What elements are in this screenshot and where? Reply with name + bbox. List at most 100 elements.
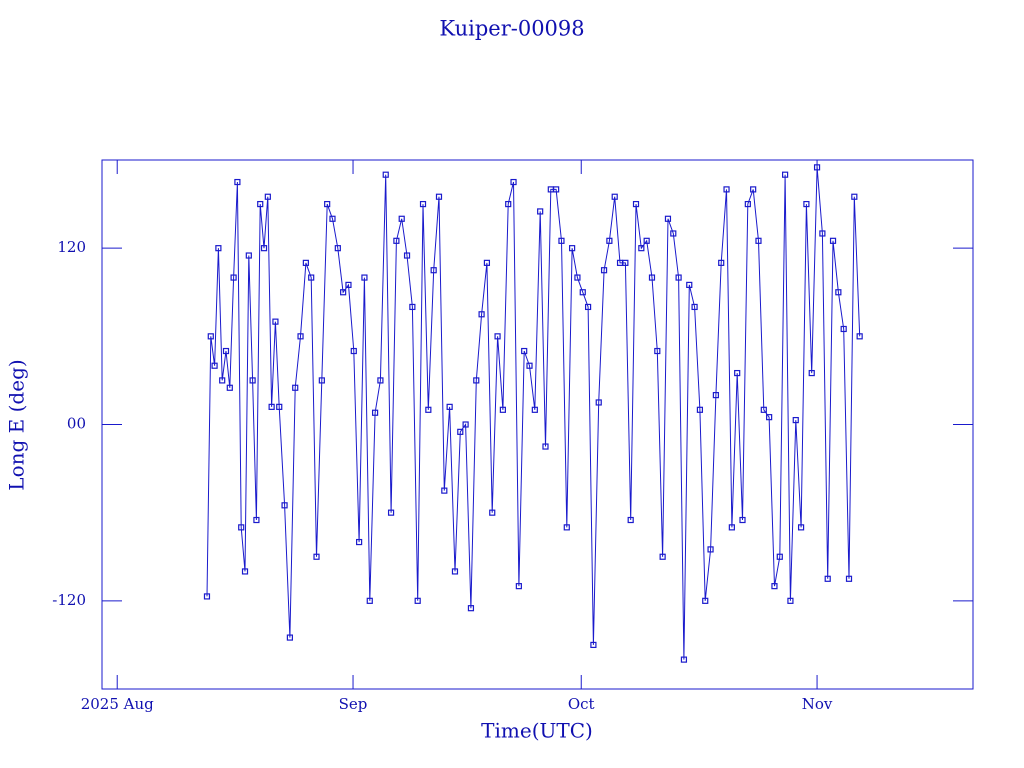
data-point [707,546,714,553]
data-point [819,230,826,237]
data-point [680,656,688,663]
data-point [792,416,799,424]
data-point [696,406,704,413]
data-point [334,245,341,252]
chart-title: Kuiper-00098 [439,17,584,41]
data-point [558,237,565,244]
data-point [537,208,544,215]
y-axis-label: Long E (deg) [5,359,29,490]
data-point [515,583,522,590]
data-point [845,575,853,582]
data-point [302,259,309,266]
data-point [286,634,293,641]
data-point [686,281,693,289]
data-point [531,406,538,413]
data-point [387,509,395,516]
data-point [345,281,352,289]
data-point [787,597,794,604]
data-point [350,347,357,355]
data-point [414,597,421,604]
data-point [755,237,762,244]
data-point [824,575,831,582]
data-point [542,443,549,450]
plot-frame [101,159,974,690]
data-point [606,237,613,244]
x-tick-label: 2025 Aug [81,695,154,713]
data-point [329,215,336,222]
data-point [521,347,528,355]
data-point [675,274,682,281]
data-point [473,377,480,384]
data-point [766,414,773,421]
data-point [382,171,389,178]
data-point [393,237,400,244]
data-point [584,303,592,311]
data-point [611,193,618,200]
data-point [760,406,767,413]
data-point [851,193,858,200]
data-point [632,200,640,208]
data-point [419,200,427,208]
data-point [590,641,597,649]
data-point [499,406,506,413]
data-point [238,524,245,531]
data-point [241,568,249,575]
data-point [505,200,512,208]
data-point [366,597,373,604]
data-point [664,215,672,222]
data-point [739,516,746,524]
data-point [462,421,469,428]
data-point [230,274,237,281]
data-point [253,516,260,524]
data-point [856,333,863,340]
data-point [308,274,315,281]
data-point [356,538,363,546]
data-point [313,553,320,560]
data-point [744,200,751,208]
data-point [207,333,214,340]
data-point [691,303,698,311]
data-point [318,377,325,384]
data-point [281,502,288,509]
data-point [563,524,570,531]
data-point [643,237,650,244]
data-point [268,403,275,410]
data-point [441,487,448,494]
data-point [446,403,453,410]
data-line [206,167,861,660]
data-point [840,325,847,333]
data-point [245,252,252,259]
data-point [750,186,757,193]
data-point [425,406,432,413]
data-point [595,399,602,406]
data-point [489,509,496,516]
data-point [272,318,279,325]
data-point [627,516,634,524]
data-point [292,384,299,391]
plot-area [203,164,863,663]
data-point [712,392,719,399]
data-point [215,245,222,252]
data-point [435,193,443,200]
data-point [734,369,741,377]
data-point [483,259,491,266]
x-axis-label: Time(UTC) [481,719,593,743]
data-point [622,259,629,266]
data-point [718,259,725,266]
data-point [670,230,677,237]
data-point [579,289,586,296]
data-point [249,377,256,384]
data-point [430,267,437,274]
data-point [638,245,645,252]
data-point [829,237,837,244]
data-point [226,384,233,391]
data-point [276,403,283,410]
data-point [371,409,379,416]
x-tick-label: Oct [568,695,595,713]
y-tick-label: 120 [57,238,86,256]
data-point [659,553,666,560]
data-point [409,303,416,311]
data-point [702,597,709,604]
data-point [771,583,778,590]
